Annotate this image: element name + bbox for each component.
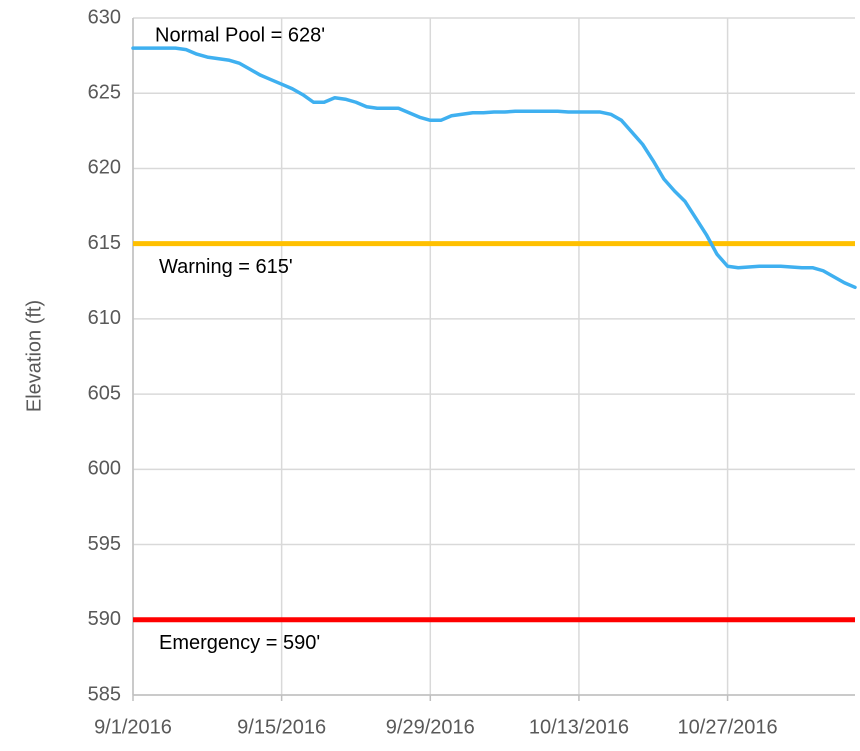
y-tick-label: 615 — [88, 232, 121, 254]
y-tick-label: 630 — [88, 6, 121, 28]
x-tick-label: 10/27/2016 — [678, 716, 778, 738]
y-tick-label: 600 — [88, 458, 121, 480]
data-line — [131, 46, 857, 290]
y-tick-label: 620 — [88, 157, 121, 179]
x-tick-label: 9/15/2016 — [237, 716, 326, 738]
y-tick-label: 595 — [88, 533, 121, 555]
annotation: Normal Pool = 628' — [155, 24, 325, 46]
x-tick-label: 9/1/2016 — [94, 716, 172, 738]
y-tick-label: 585 — [88, 683, 121, 705]
reference-label: Warning = 615' — [159, 256, 293, 278]
y-tick-label: 605 — [88, 382, 121, 404]
x-tick-label: 10/13/2016 — [529, 716, 629, 738]
x-tick-label: 9/29/2016 — [386, 716, 475, 738]
y-axis-label: Elevation (ft) — [23, 300, 45, 412]
y-tick-label: 625 — [88, 82, 121, 104]
y-tick-label: 610 — [88, 307, 121, 329]
reference-label: Emergency = 590' — [159, 632, 320, 654]
y-tick-label: 590 — [88, 608, 121, 630]
